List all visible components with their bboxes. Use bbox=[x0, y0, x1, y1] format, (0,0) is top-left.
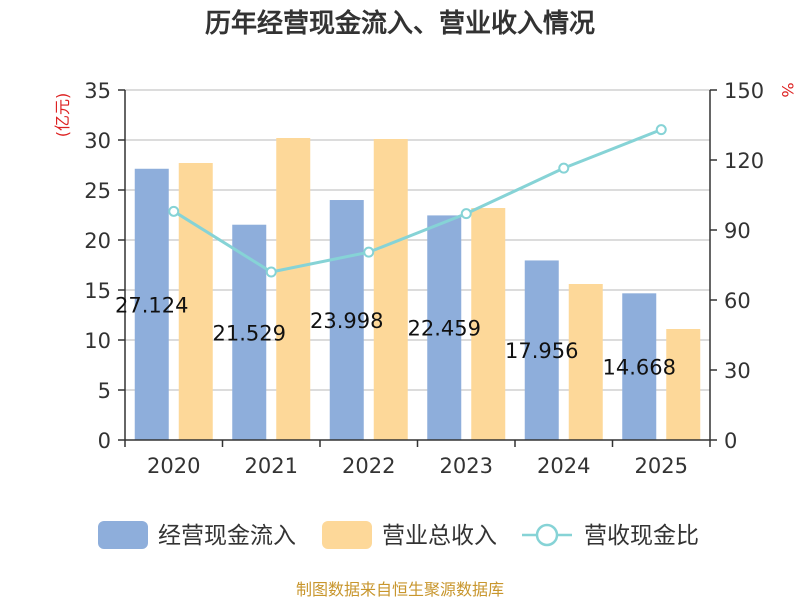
left-axis-tick-label: 20 bbox=[84, 229, 111, 253]
bar-revenue bbox=[178, 163, 213, 440]
left-axis-tick-label: 30 bbox=[84, 129, 111, 153]
bar-cash-inflow bbox=[622, 293, 657, 440]
legend-swatch-marker bbox=[535, 523, 559, 547]
left-axis-tick-label: 25 bbox=[84, 179, 111, 203]
bar-revenue bbox=[276, 138, 311, 440]
bar-revenue bbox=[666, 329, 701, 440]
legend-label: 营业总收入 bbox=[382, 523, 497, 549]
x-axis-tick-label: 2024 bbox=[537, 454, 590, 478]
left-axis-tick-label: 5 bbox=[98, 379, 111, 403]
legend-label: 经营现金流入 bbox=[158, 523, 296, 549]
bar-revenue bbox=[373, 139, 408, 440]
line-point bbox=[655, 124, 667, 136]
bar-data-label: 14.668 bbox=[603, 356, 676, 380]
bar-data-label: 23.998 bbox=[310, 309, 383, 333]
x-axis-tick-label: 2022 bbox=[342, 454, 395, 478]
x-axis-tick-label: 2025 bbox=[635, 454, 688, 478]
x-axis-tick-label: 2023 bbox=[440, 454, 493, 478]
bar-data-label: 27.124 bbox=[115, 293, 188, 317]
bar-marks bbox=[134, 138, 701, 440]
bar-revenue bbox=[471, 208, 506, 440]
legend: 经营现金流入 营业总收入 营收现金比 bbox=[98, 521, 699, 549]
right-axis-tick-label: 30 bbox=[724, 359, 751, 383]
line-series bbox=[168, 124, 667, 278]
bar-cash-inflow bbox=[524, 260, 559, 440]
bar-data-label: 22.459 bbox=[408, 317, 481, 341]
x-axis-tick-label: 2020 bbox=[147, 454, 200, 478]
line-cash-ratio bbox=[172, 128, 662, 274]
legend-label: 营收现金比 bbox=[584, 523, 699, 549]
x-axis-tick-label: 2021 bbox=[245, 454, 298, 478]
line-point bbox=[460, 208, 472, 220]
left-axis-tick-label: 15 bbox=[84, 279, 111, 303]
right-axis-unit-label: % bbox=[778, 82, 797, 97]
left-axis-tick-label: 35 bbox=[84, 79, 111, 103]
left-axis-tick-label: 10 bbox=[84, 329, 111, 353]
left-axis-unit-label: (亿元) bbox=[53, 93, 72, 138]
right-axis-tick-label: 150 bbox=[724, 79, 764, 103]
right-axis-tick-label: 60 bbox=[724, 289, 751, 313]
chart-title: 历年经营现金流入、营业收入情况 bbox=[205, 8, 595, 39]
bar-data-label: 21.529 bbox=[213, 321, 286, 345]
bar-revenue bbox=[568, 284, 603, 440]
bar-cash-inflow bbox=[329, 200, 364, 440]
bar-cash-inflow bbox=[134, 168, 169, 440]
line-point bbox=[363, 246, 375, 258]
bar-data-label: 17.956 bbox=[505, 339, 578, 363]
bar-cash-inflow bbox=[232, 224, 267, 440]
data-labels: 27.124 21.529 23.998 22.459 17.956 14.668 bbox=[115, 293, 676, 379]
legend-swatch bbox=[98, 521, 148, 549]
source-note: 制图数据来自恒生聚源数据库 bbox=[296, 580, 504, 599]
bar-cash-inflow bbox=[427, 215, 462, 440]
line-point bbox=[558, 162, 570, 174]
line-point bbox=[265, 266, 277, 278]
right-axis-tick-label: 120 bbox=[724, 149, 764, 173]
left-axis-tick-label: 0 bbox=[98, 429, 111, 453]
right-axis-tick-label: 90 bbox=[724, 219, 751, 243]
legend-swatch bbox=[322, 521, 372, 549]
right-axis-tick-label: 0 bbox=[724, 429, 737, 453]
line-point bbox=[168, 205, 180, 217]
